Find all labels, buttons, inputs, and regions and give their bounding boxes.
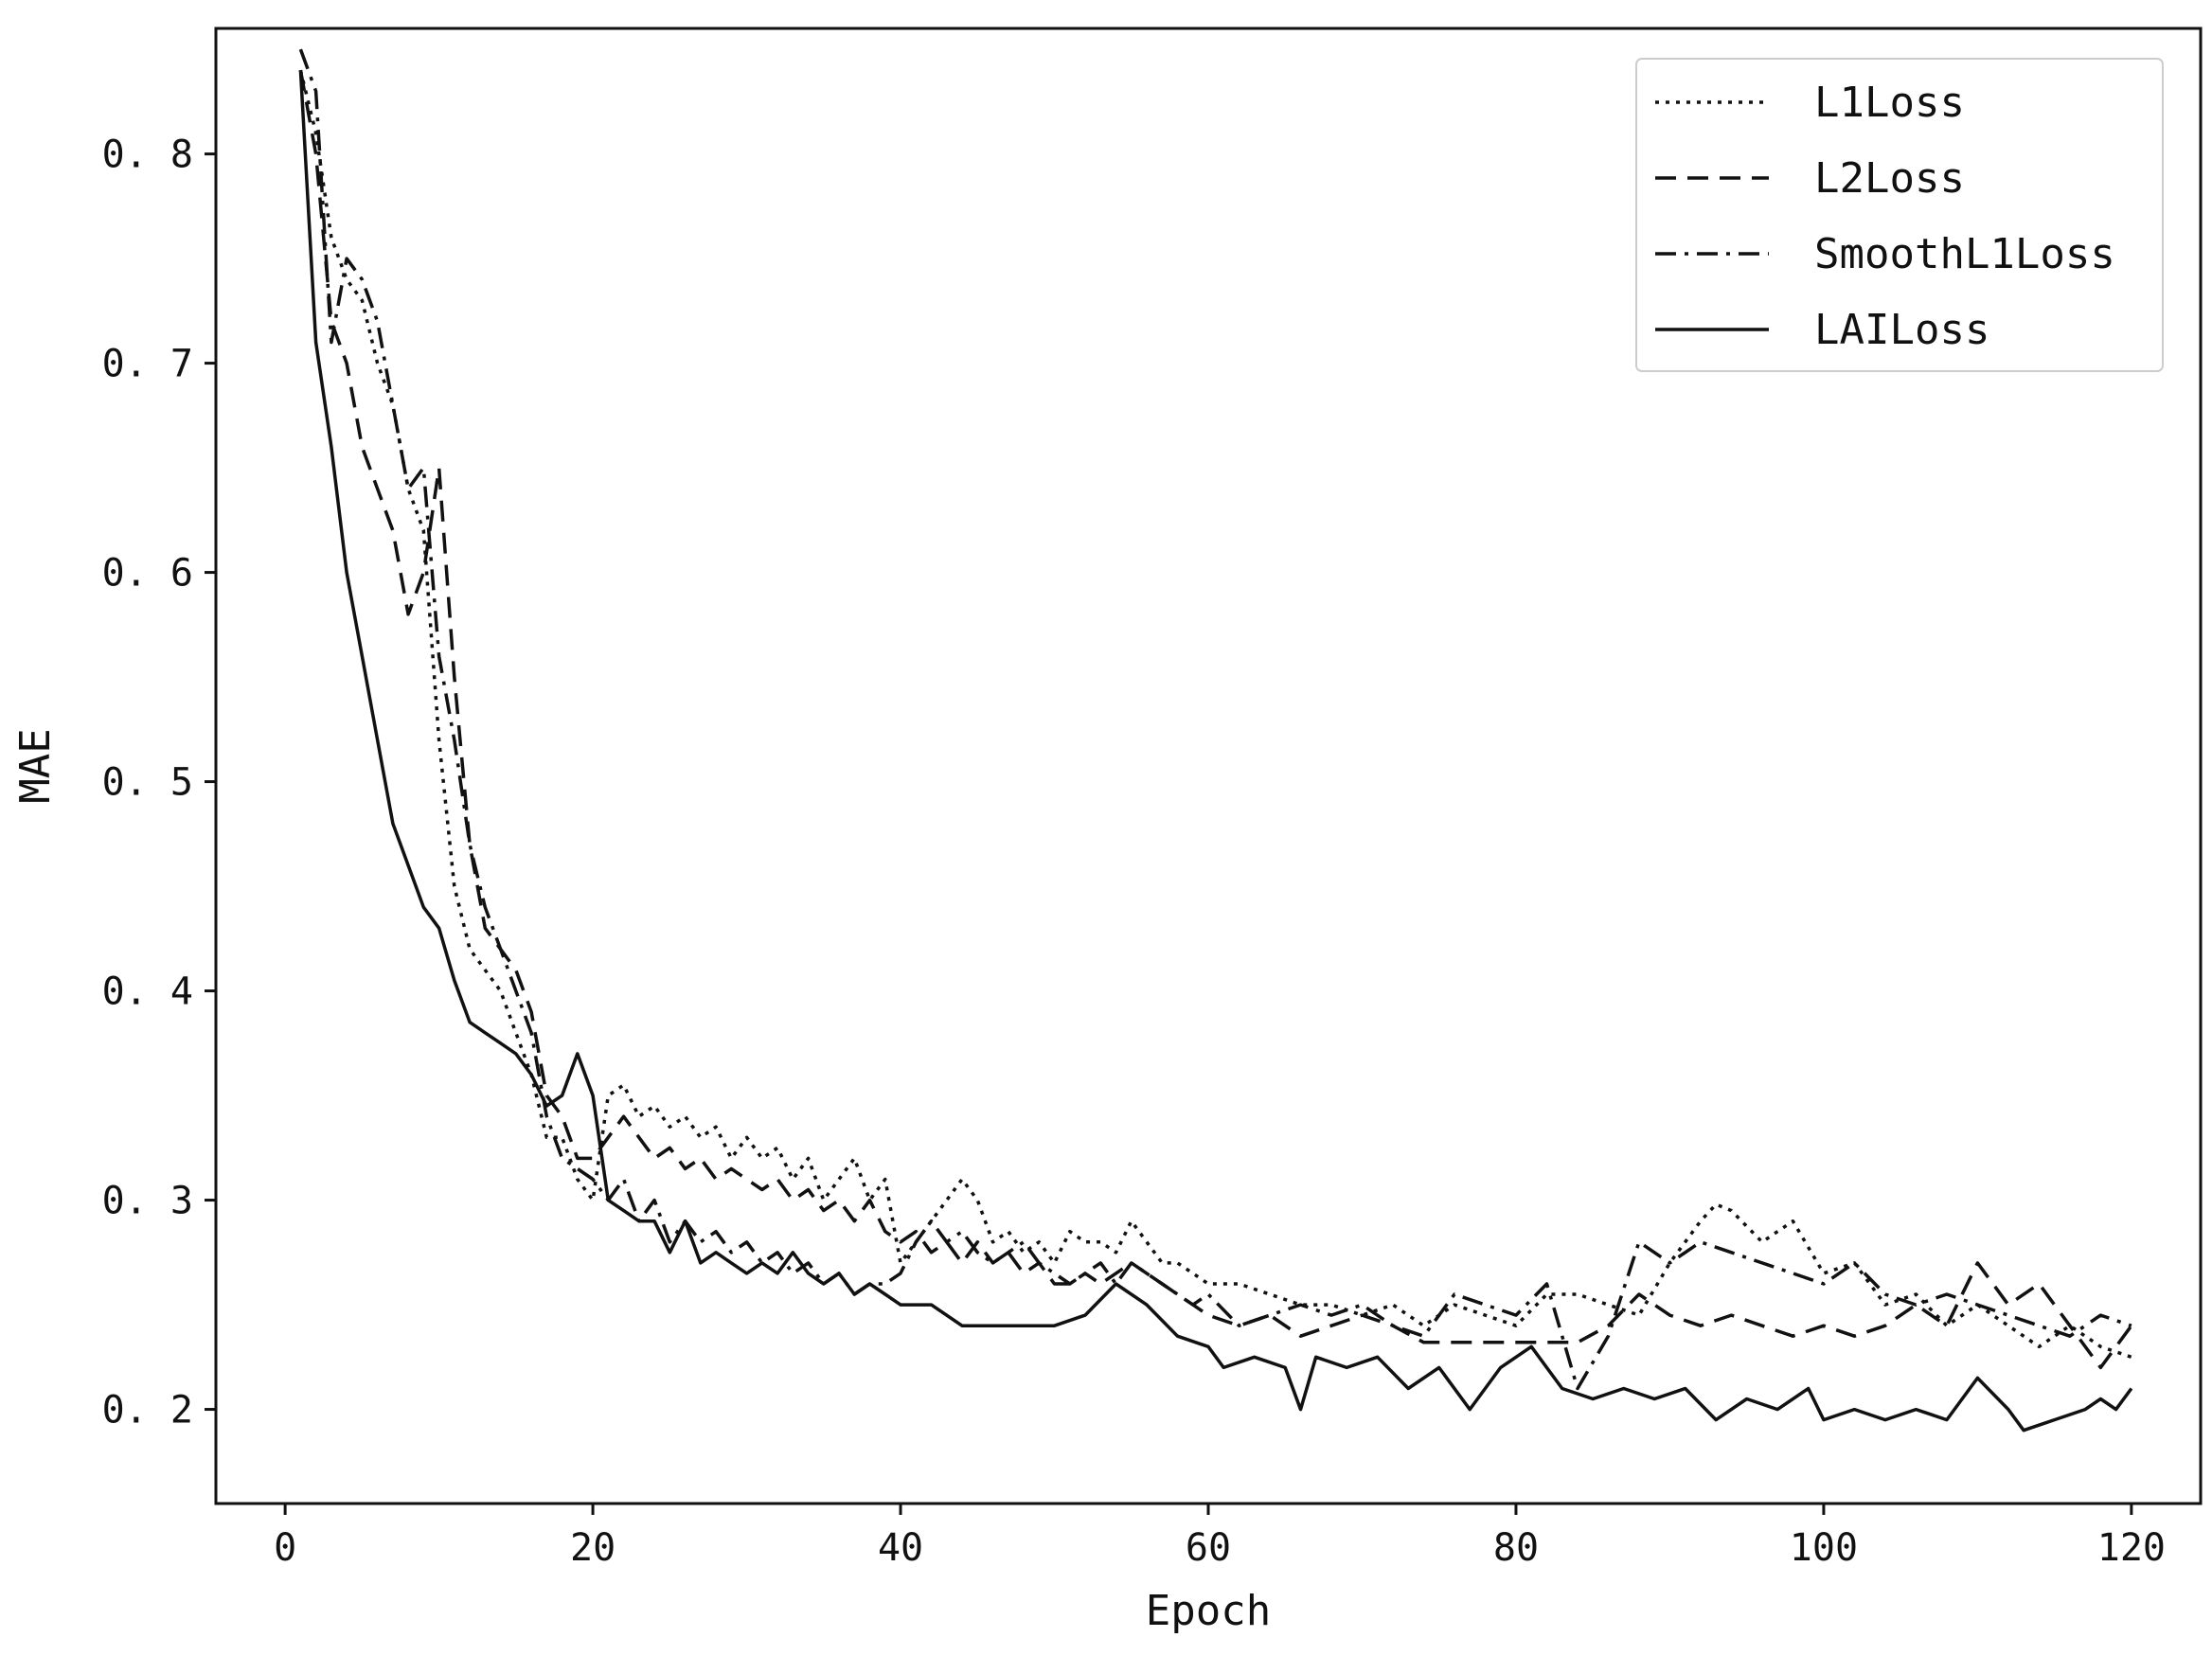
y-tick-label: 0. 7 xyxy=(102,343,193,386)
x-tick-label: 80 xyxy=(1493,1526,1539,1570)
x-axis-label: Epoch xyxy=(1146,1587,1271,1635)
x-tick-label: 40 xyxy=(878,1526,923,1570)
series-line-smoothl1loss xyxy=(298,48,2132,1391)
legend-label-lailoss: LAILoss xyxy=(1814,306,1989,354)
x-tick-label: 60 xyxy=(1186,1526,1231,1570)
y-tick-label: 0. 5 xyxy=(102,761,193,805)
legend: L1Loss L2Loss SmoothL1Loss LAILoss xyxy=(1635,58,2164,372)
x-tick-label: 100 xyxy=(1790,1526,1858,1570)
y-tick-label: 0. 6 xyxy=(102,552,193,596)
legend-label-l1loss: L1Loss xyxy=(1814,79,1965,127)
legend-label-smoothl1loss: SmoothL1Loss xyxy=(1814,230,2115,278)
y-axis-ticks: 0. 2 0. 3 0. 4 0. 5 0. 6 0. 7 0. 8 xyxy=(102,133,216,1433)
x-tick-label: 120 xyxy=(2097,1526,2166,1570)
series-layer xyxy=(298,48,2133,1433)
series-line-l2loss xyxy=(298,69,2133,1370)
legend-label-l2loss: L2Loss xyxy=(1814,154,1965,203)
y-axis-label: MAE xyxy=(11,728,60,803)
y-tick-label: 0. 4 xyxy=(102,970,193,1014)
y-tick-label: 0. 3 xyxy=(102,1180,193,1223)
legend-box xyxy=(1635,58,2164,372)
series-line-lailoss xyxy=(298,70,2133,1433)
x-tick-label: 0 xyxy=(274,1526,296,1570)
legend-items: L1Loss L2Loss SmoothL1Loss LAILoss xyxy=(1655,79,2115,354)
y-tick-label: 0. 8 xyxy=(102,133,193,177)
x-tick-label: 20 xyxy=(570,1526,615,1570)
y-tick-label: 0. 2 xyxy=(102,1389,193,1433)
x-axis-ticks: 0 20 40 60 80 100 120 xyxy=(274,1504,2166,1570)
